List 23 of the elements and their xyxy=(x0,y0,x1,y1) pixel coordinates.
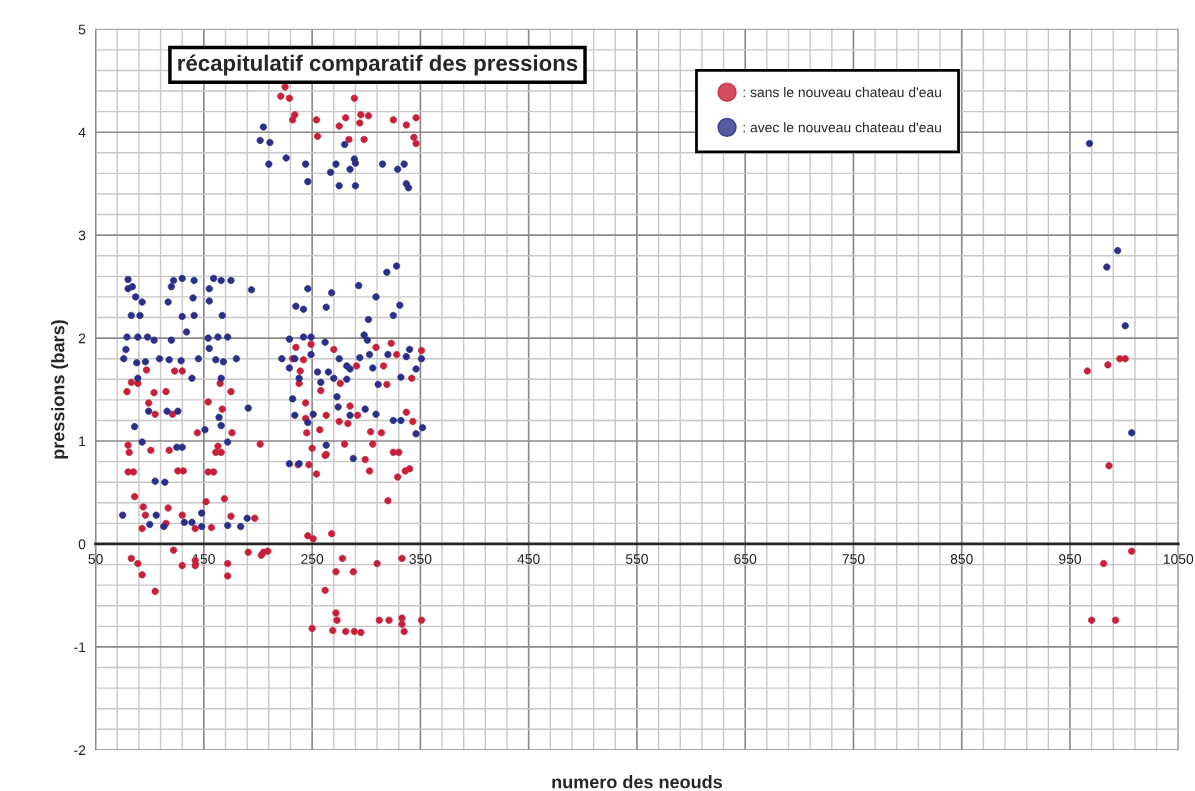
x-tick-label: 250 xyxy=(301,554,324,564)
x-tick-label: 650 xyxy=(734,554,757,564)
y-tick-label: 3 xyxy=(78,230,86,241)
y-tick-label: -2 xyxy=(74,745,86,755)
x-tick-label: 450 xyxy=(517,554,540,564)
y-tick-label: 0 xyxy=(78,539,86,550)
x-tick-label: 850 xyxy=(950,554,973,564)
y-tick-label: 5 xyxy=(78,24,86,35)
x-tick-label: 550 xyxy=(625,554,648,564)
y-axis-title: pressions (bars) xyxy=(51,320,68,459)
y-tick-label: 2 xyxy=(78,333,86,344)
y-tick-label: -1 xyxy=(74,642,86,652)
legend-label: : avec le nouveau chateau d'eau xyxy=(743,122,941,133)
x-tick-label: 950 xyxy=(1059,554,1082,564)
text: récapitulatif comparatif des pressions xyxy=(178,54,578,76)
x-tick-label: 750 xyxy=(842,554,865,564)
x-axis-title: numero des neouds xyxy=(552,775,722,789)
y-tick-label: 1 xyxy=(79,436,86,447)
y-tick-label: 4 xyxy=(78,127,86,138)
x-tick-label: 1050 xyxy=(1163,554,1194,564)
x-tick-label: 350 xyxy=(409,554,432,564)
x-tick-label: 50 xyxy=(88,554,103,564)
legend-label: : sans le nouveau chateau d'eau xyxy=(743,86,941,98)
